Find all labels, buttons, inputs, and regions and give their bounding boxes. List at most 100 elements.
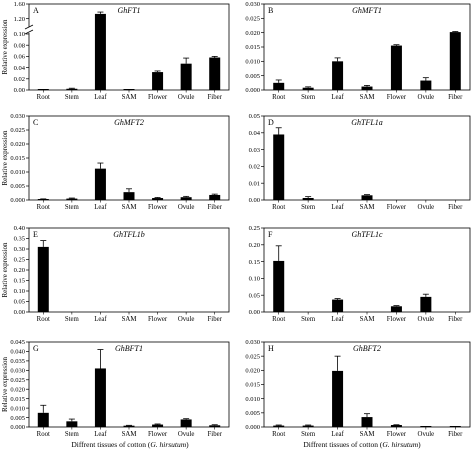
y-tick-label: 0.025 bbox=[10, 377, 25, 384]
bar-flower bbox=[390, 425, 402, 427]
category-label: Ovule bbox=[178, 316, 195, 323]
category-label: Root bbox=[272, 316, 285, 323]
bar-stem bbox=[302, 87, 314, 90]
bar-sam bbox=[123, 192, 135, 200]
y-tick-label: 0.04 bbox=[14, 65, 26, 72]
bar-fiber bbox=[209, 194, 221, 200]
panel-a: 0.00 0.02 0.04 0.06 0.08 0.10 1.20 1.60 Root Stem… bbox=[1, 1, 230, 101]
panel-b: 0.000 0.005 0.010 0.015 0.020 0.025 0.030 Root S… bbox=[245, 1, 471, 101]
category-label: Flower bbox=[387, 431, 407, 438]
category-label: SAM bbox=[360, 94, 375, 101]
bar-stem bbox=[66, 88, 78, 90]
bar-root bbox=[37, 199, 49, 200]
y-axis-label: Relative expression bbox=[1, 242, 9, 298]
category-label: SAM bbox=[122, 431, 137, 438]
panel-letter: D bbox=[268, 118, 274, 127]
y-tick-label: 0.05 bbox=[249, 113, 260, 120]
bar-leaf bbox=[94, 368, 106, 427]
bar-leaf bbox=[332, 61, 344, 90]
y-tick-label: 0.25 bbox=[249, 225, 260, 232]
panel-letter: B bbox=[268, 6, 273, 15]
bar-root bbox=[37, 246, 49, 312]
y-tick-label: 0.030 bbox=[245, 339, 260, 346]
category-label: Ovule bbox=[418, 316, 435, 323]
y-tick-label: 0.025 bbox=[245, 353, 260, 360]
y-axis-label: Relative expression bbox=[1, 19, 9, 75]
y-tick-label: 0.08 bbox=[14, 42, 25, 49]
bar-flower bbox=[152, 72, 164, 90]
category-label: Root bbox=[37, 94, 50, 101]
panel-letter: A bbox=[33, 6, 39, 15]
category-label: Ovule bbox=[178, 431, 195, 438]
category-label: Flower bbox=[148, 94, 168, 101]
y-tick-label: 0.015 bbox=[245, 382, 260, 389]
bar-leaf bbox=[332, 299, 344, 312]
y-tick-label: 0.040 bbox=[10, 349, 25, 356]
y-tick-label: 0.15 bbox=[249, 259, 260, 266]
bar-root bbox=[37, 412, 49, 427]
category-label: Stem bbox=[301, 94, 316, 101]
category-label: Fiber bbox=[208, 204, 223, 211]
category-label: Ovule bbox=[178, 94, 195, 101]
y-tick-label: 0.015 bbox=[245, 44, 260, 51]
category-label: Ovule bbox=[418, 94, 435, 101]
gene-name: GhTFL1a bbox=[351, 118, 383, 127]
bar-leaf bbox=[94, 13, 106, 90]
category-label: Fiber bbox=[448, 204, 463, 211]
gene-name: GhTFL1c bbox=[351, 230, 383, 239]
y-tick-label: 0.03 bbox=[249, 147, 260, 154]
y-tick-label: 0.000 bbox=[245, 424, 260, 431]
category-label: Stem bbox=[301, 204, 316, 211]
category-label: Leaf bbox=[94, 316, 107, 323]
y-tick-label: 0.020 bbox=[10, 141, 25, 148]
bar-fiber bbox=[449, 32, 461, 90]
y-tick-label: 0.04 bbox=[249, 130, 261, 137]
bar-flower bbox=[152, 198, 164, 200]
bar-flower bbox=[390, 306, 402, 312]
category-label: Leaf bbox=[331, 204, 344, 211]
y-tick-label: 0.015 bbox=[10, 155, 25, 162]
bar-sam bbox=[361, 417, 373, 427]
bar-root bbox=[273, 260, 285, 312]
plot-frame bbox=[28, 227, 230, 313]
category-label: Stem bbox=[65, 94, 80, 101]
y-tick-label: 0.00 bbox=[249, 197, 260, 204]
y-tick-label: 0.015 bbox=[10, 396, 25, 403]
y-tick-label: 0.10 bbox=[249, 276, 260, 283]
bar-ovule bbox=[180, 419, 192, 427]
y-tick-label: 0.05 bbox=[249, 292, 260, 299]
y-axis-label: Relative expression bbox=[1, 130, 9, 186]
y-tick-label: 0.010 bbox=[245, 59, 260, 66]
category-label: Leaf bbox=[331, 316, 344, 323]
category-label: Stem bbox=[301, 431, 316, 438]
bar-ovule bbox=[180, 197, 192, 200]
category-label: Flower bbox=[387, 316, 407, 323]
category-label: Fiber bbox=[448, 316, 463, 323]
bar-root bbox=[273, 425, 285, 427]
bar-fiber bbox=[209, 57, 221, 90]
y-tick-label: 0.30 bbox=[14, 246, 25, 253]
category-label: Flower bbox=[148, 204, 168, 211]
bar-ovule bbox=[180, 63, 192, 90]
category-label: Flower bbox=[387, 94, 407, 101]
category-label: Root bbox=[37, 204, 50, 211]
axis-break-gap bbox=[28, 27, 31, 33]
gene-name: GhFT1 bbox=[117, 6, 140, 15]
y-tick-label: 0.000 bbox=[245, 87, 260, 94]
y-tick-label: 0.005 bbox=[245, 73, 260, 80]
plot-frame bbox=[28, 341, 230, 428]
category-label: Leaf bbox=[331, 431, 344, 438]
category-label: Leaf bbox=[331, 94, 344, 101]
y-tick-label: 0.005 bbox=[245, 410, 260, 417]
gene-name: GhMFT1 bbox=[352, 6, 382, 15]
axis-break-mark bbox=[24, 24, 34, 30]
bar-leaf bbox=[332, 370, 344, 427]
bar-root bbox=[273, 82, 285, 90]
bar-sam bbox=[361, 86, 373, 90]
category-label: Stem bbox=[65, 431, 80, 438]
panel-d: 0.00 0.01 0.02 0.03 0.04 0.05 Root Stem Leaf SAM F… bbox=[249, 113, 471, 211]
y-tick-label: 0.05 bbox=[14, 299, 25, 306]
panel-letter: E bbox=[33, 230, 38, 239]
y-tick-label: 0.02 bbox=[249, 164, 260, 171]
